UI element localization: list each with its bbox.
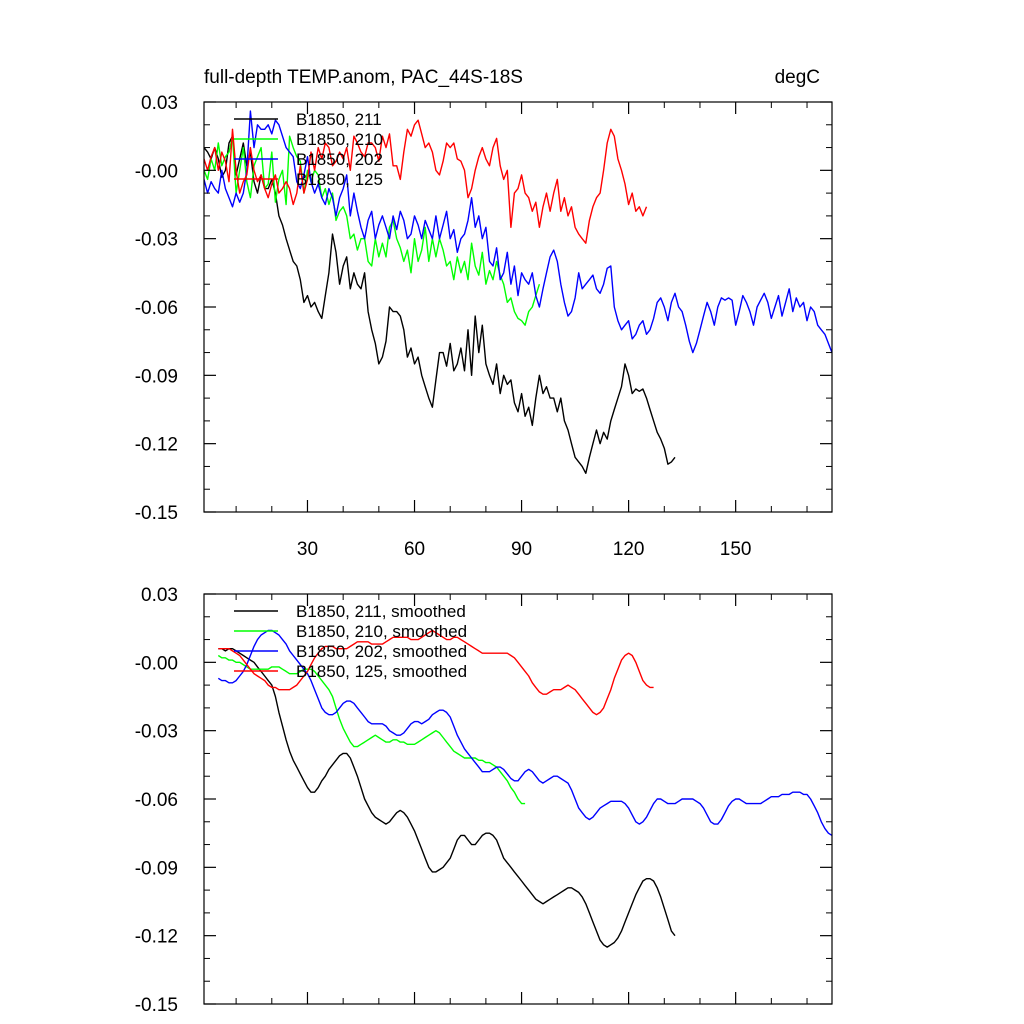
x-tick-label: 30 bbox=[297, 539, 318, 560]
series-line-4 bbox=[218, 629, 654, 716]
y-tick-label: 0.03 bbox=[141, 585, 178, 606]
series-line-3 bbox=[204, 110, 832, 354]
legend-label: B1850, 210, smoothed bbox=[296, 622, 467, 641]
x-tick-label: 60 bbox=[404, 539, 425, 560]
y-tick-label: -0.00 bbox=[135, 161, 178, 182]
x-tick-label: 150 bbox=[720, 539, 752, 560]
y-tick-label: 0.03 bbox=[141, 93, 178, 114]
chart-title: full-depth TEMP.anom, PAC_44S-18S bbox=[204, 67, 523, 88]
y-tick-label: -0.00 bbox=[135, 653, 178, 674]
y-tick-label: -0.12 bbox=[135, 927, 178, 948]
y-tick-label: -0.03 bbox=[135, 230, 178, 251]
legend-label: B1850, 125, smoothed bbox=[296, 662, 467, 681]
series-line-3 bbox=[217, 629, 832, 837]
panel-top: full-depth TEMP.anom, PAC_44S-18S degC B… bbox=[135, 67, 833, 560]
legend-label: B1850, 202 bbox=[296, 150, 383, 169]
y-tick-label: -0.15 bbox=[135, 503, 178, 524]
y-tick-label: -0.12 bbox=[135, 435, 178, 456]
series-line-2 bbox=[217, 654, 526, 805]
legend-label: B1850, 211 bbox=[296, 110, 382, 129]
x-tick-label: 120 bbox=[613, 539, 645, 560]
legend-label: B1850, 125 bbox=[296, 170, 383, 189]
series-line-1 bbox=[204, 135, 676, 474]
legend-label: B1850, 211, smoothed bbox=[296, 602, 466, 621]
y-tick-label: -0.06 bbox=[135, 790, 178, 811]
y-tick-label: -0.09 bbox=[135, 858, 178, 879]
y-tick-label: -0.15 bbox=[135, 995, 178, 1016]
series-line-2 bbox=[204, 135, 541, 326]
y-tick-label: -0.06 bbox=[135, 298, 178, 319]
y-tick-label: -0.09 bbox=[135, 366, 178, 387]
y-tick-label: -0.03 bbox=[135, 722, 178, 743]
series-line-1 bbox=[218, 648, 676, 948]
x-tick-label: 90 bbox=[511, 539, 532, 560]
legend-label: B1850, 210 bbox=[296, 130, 383, 149]
units-label: degC bbox=[775, 67, 820, 88]
legend-label: B1850, 202, smoothed bbox=[296, 642, 467, 661]
series-line-4 bbox=[204, 119, 648, 244]
